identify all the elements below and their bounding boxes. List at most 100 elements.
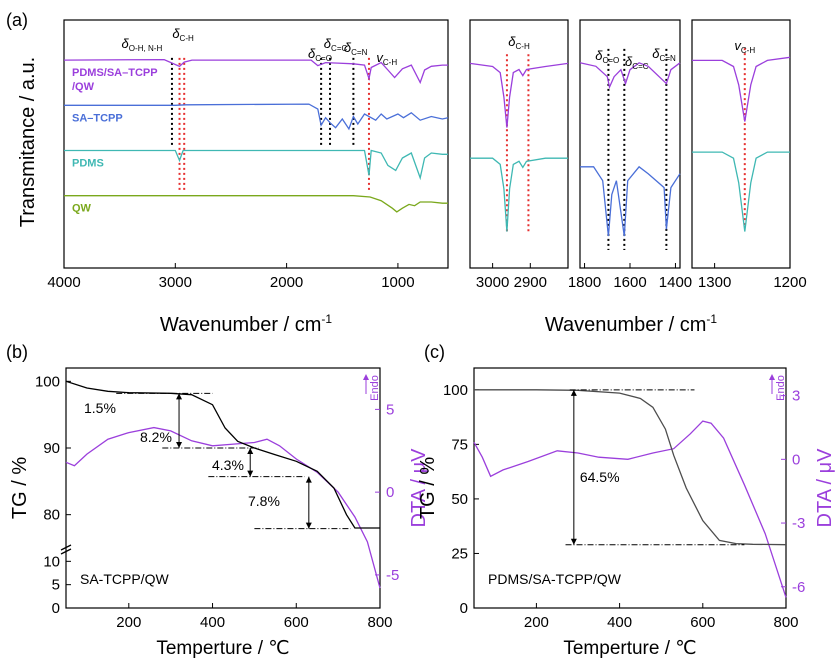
- series-label: PDMS: [72, 158, 104, 170]
- y-tick-label: 80: [43, 507, 60, 524]
- x-tick-label: 200: [524, 614, 549, 631]
- x-tick-label: 4000: [47, 274, 80, 291]
- panel-label-a: (a): [6, 10, 28, 30]
- tg-dta-plot-c: 200 400 600 800 0 25 50 75 100 -6 -3 0 3 TG / % DTA / …: [417, 367, 836, 659]
- step-arrowhead: [247, 470, 254, 477]
- series-label-line2: /QW: [72, 81, 95, 93]
- x-axis-label: Temperture / ℃: [563, 638, 696, 659]
- y2-tick-label: -6: [792, 579, 805, 596]
- step-label: 64.5%: [580, 469, 620, 485]
- peak-annotation-base: v: [376, 50, 384, 65]
- step-arrowhead: [570, 389, 577, 396]
- peak-annotation: δC=O: [308, 46, 332, 63]
- y2-tick-label: -5: [386, 567, 399, 584]
- peak-annotation-sub: C=C: [632, 62, 649, 71]
- y-tick-label: 75: [451, 436, 468, 453]
- series-label: PDMS/SA–TCPP: [72, 67, 158, 79]
- tg-axis-label: TG / %: [417, 457, 439, 519]
- plot-frame: [469, 19, 569, 269]
- x-tick-label: 800: [367, 614, 392, 631]
- y-tick-label: 5: [52, 577, 60, 594]
- y-tick-label: 0: [52, 600, 60, 617]
- series-line: [64, 103, 449, 131]
- x-tick-label: 800: [773, 614, 798, 631]
- x-tick-label: 2000: [270, 274, 303, 291]
- x-tick-label: 1300: [698, 274, 731, 291]
- x-tick-label: 200: [116, 614, 141, 631]
- y-tick-label: 90: [43, 440, 60, 457]
- plot-frame: [691, 19, 791, 269]
- peak-annotation-base: δ: [595, 48, 603, 63]
- peak-annotation: δC=O: [595, 48, 619, 65]
- plot-frame: [65, 367, 381, 609]
- series-label: SA–TCPP: [72, 112, 123, 124]
- tg-axis-label: TG / %: [9, 457, 31, 519]
- dta-axis-label: DTA / μV: [814, 448, 836, 528]
- ftir-xlabel-zoom: Wavenumber / cm-1: [545, 312, 718, 336]
- step-label: 4.3%: [212, 457, 244, 473]
- x-tick-label: 400: [200, 614, 225, 631]
- ftir-xlabel-main: Wavenumber / cm-1: [160, 312, 333, 336]
- step-label: 7.8%: [248, 493, 280, 509]
- x-tick-label: 1800: [568, 274, 601, 291]
- sample-label: SA-TCPP/QW: [80, 571, 169, 587]
- ftir-xlabel-zoom-sup: -1: [706, 312, 717, 326]
- y-tick-label: 50: [451, 491, 468, 508]
- peak-annotation-base: δ: [652, 46, 660, 61]
- peak-annotation-base: δ: [625, 54, 633, 69]
- x-tick-label: 1400: [659, 274, 692, 291]
- ftir-zoom-plot-1: 3000 2900 δC-H: [469, 19, 569, 291]
- axis-break: [60, 544, 72, 551]
- peak-annotation: δO-H, N-H: [122, 36, 163, 53]
- dta-axis-label: DTA / μV: [408, 448, 430, 528]
- sample-label: PDMS/SA-TCPP/QW: [488, 571, 622, 587]
- ftir-ylabel: Transmitance / a.u.: [17, 57, 39, 227]
- peak-annotation-sub: C=N: [660, 54, 677, 63]
- series-line: [470, 157, 568, 232]
- plot-frame: [473, 367, 787, 609]
- peak-annotation-base: δ: [308, 46, 316, 61]
- x-tick-label: 400: [607, 614, 632, 631]
- series-label: QW: [72, 203, 92, 215]
- peak-annotation-sub: C=N: [351, 48, 368, 57]
- x-tick-label: 3000: [476, 274, 509, 291]
- ftir-xlabel-main-text: Wavenumber / cm: [160, 314, 322, 336]
- plot-frame: [63, 19, 449, 269]
- peak-annotation-base: δ: [122, 36, 130, 51]
- x-axis-label: Temperture / ℃: [156, 638, 289, 659]
- x-tick-label: 600: [690, 614, 715, 631]
- x-tick-label: 1600: [613, 274, 646, 291]
- x-tick-label: 1000: [381, 274, 414, 291]
- peak-annotation: δC-H: [172, 26, 194, 43]
- y2-tick-label: 5: [386, 401, 394, 418]
- peak-annotation-sub: C-H: [180, 34, 194, 43]
- series-line: [579, 62, 681, 90]
- tg-curve: [65, 380, 380, 529]
- peak-annotation: δC-H: [508, 34, 530, 51]
- y2-tick-label: 0: [386, 484, 394, 501]
- peak-annotation-sub: C-H: [515, 42, 529, 51]
- step-arrowhead: [247, 448, 254, 454]
- x-tick-label: 3000: [159, 274, 192, 291]
- panel-label-c: (c): [424, 342, 445, 362]
- series-line: [63, 58, 448, 85]
- step-arrowhead: [176, 393, 183, 400]
- step-arrowhead: [176, 442, 183, 448]
- step-arrowhead: [305, 522, 312, 529]
- ftir-xlabel-main-sup: -1: [321, 312, 332, 326]
- endo-label: Endo: [775, 375, 787, 401]
- peak-annotation-sub: C-H: [383, 58, 397, 67]
- tg-dta-plot-b: 200 400 600 800 0 5 10 80 90 100 -5 0 5 TG / % DTA / μ…: [9, 367, 430, 659]
- peak-annotation-sub: O-H, N-H: [129, 44, 163, 53]
- peak-annotation: vC-H: [734, 38, 755, 55]
- x-tick-label: 2900: [514, 274, 547, 291]
- series-line: [692, 151, 790, 232]
- peak-annotation: δC=N: [652, 46, 676, 63]
- axis-break: [60, 548, 72, 555]
- panel-label-b: (b): [6, 342, 28, 362]
- endo-label: Endo: [369, 375, 381, 401]
- step-arrowhead: [305, 476, 312, 483]
- peak-annotation: δC=C: [625, 54, 649, 71]
